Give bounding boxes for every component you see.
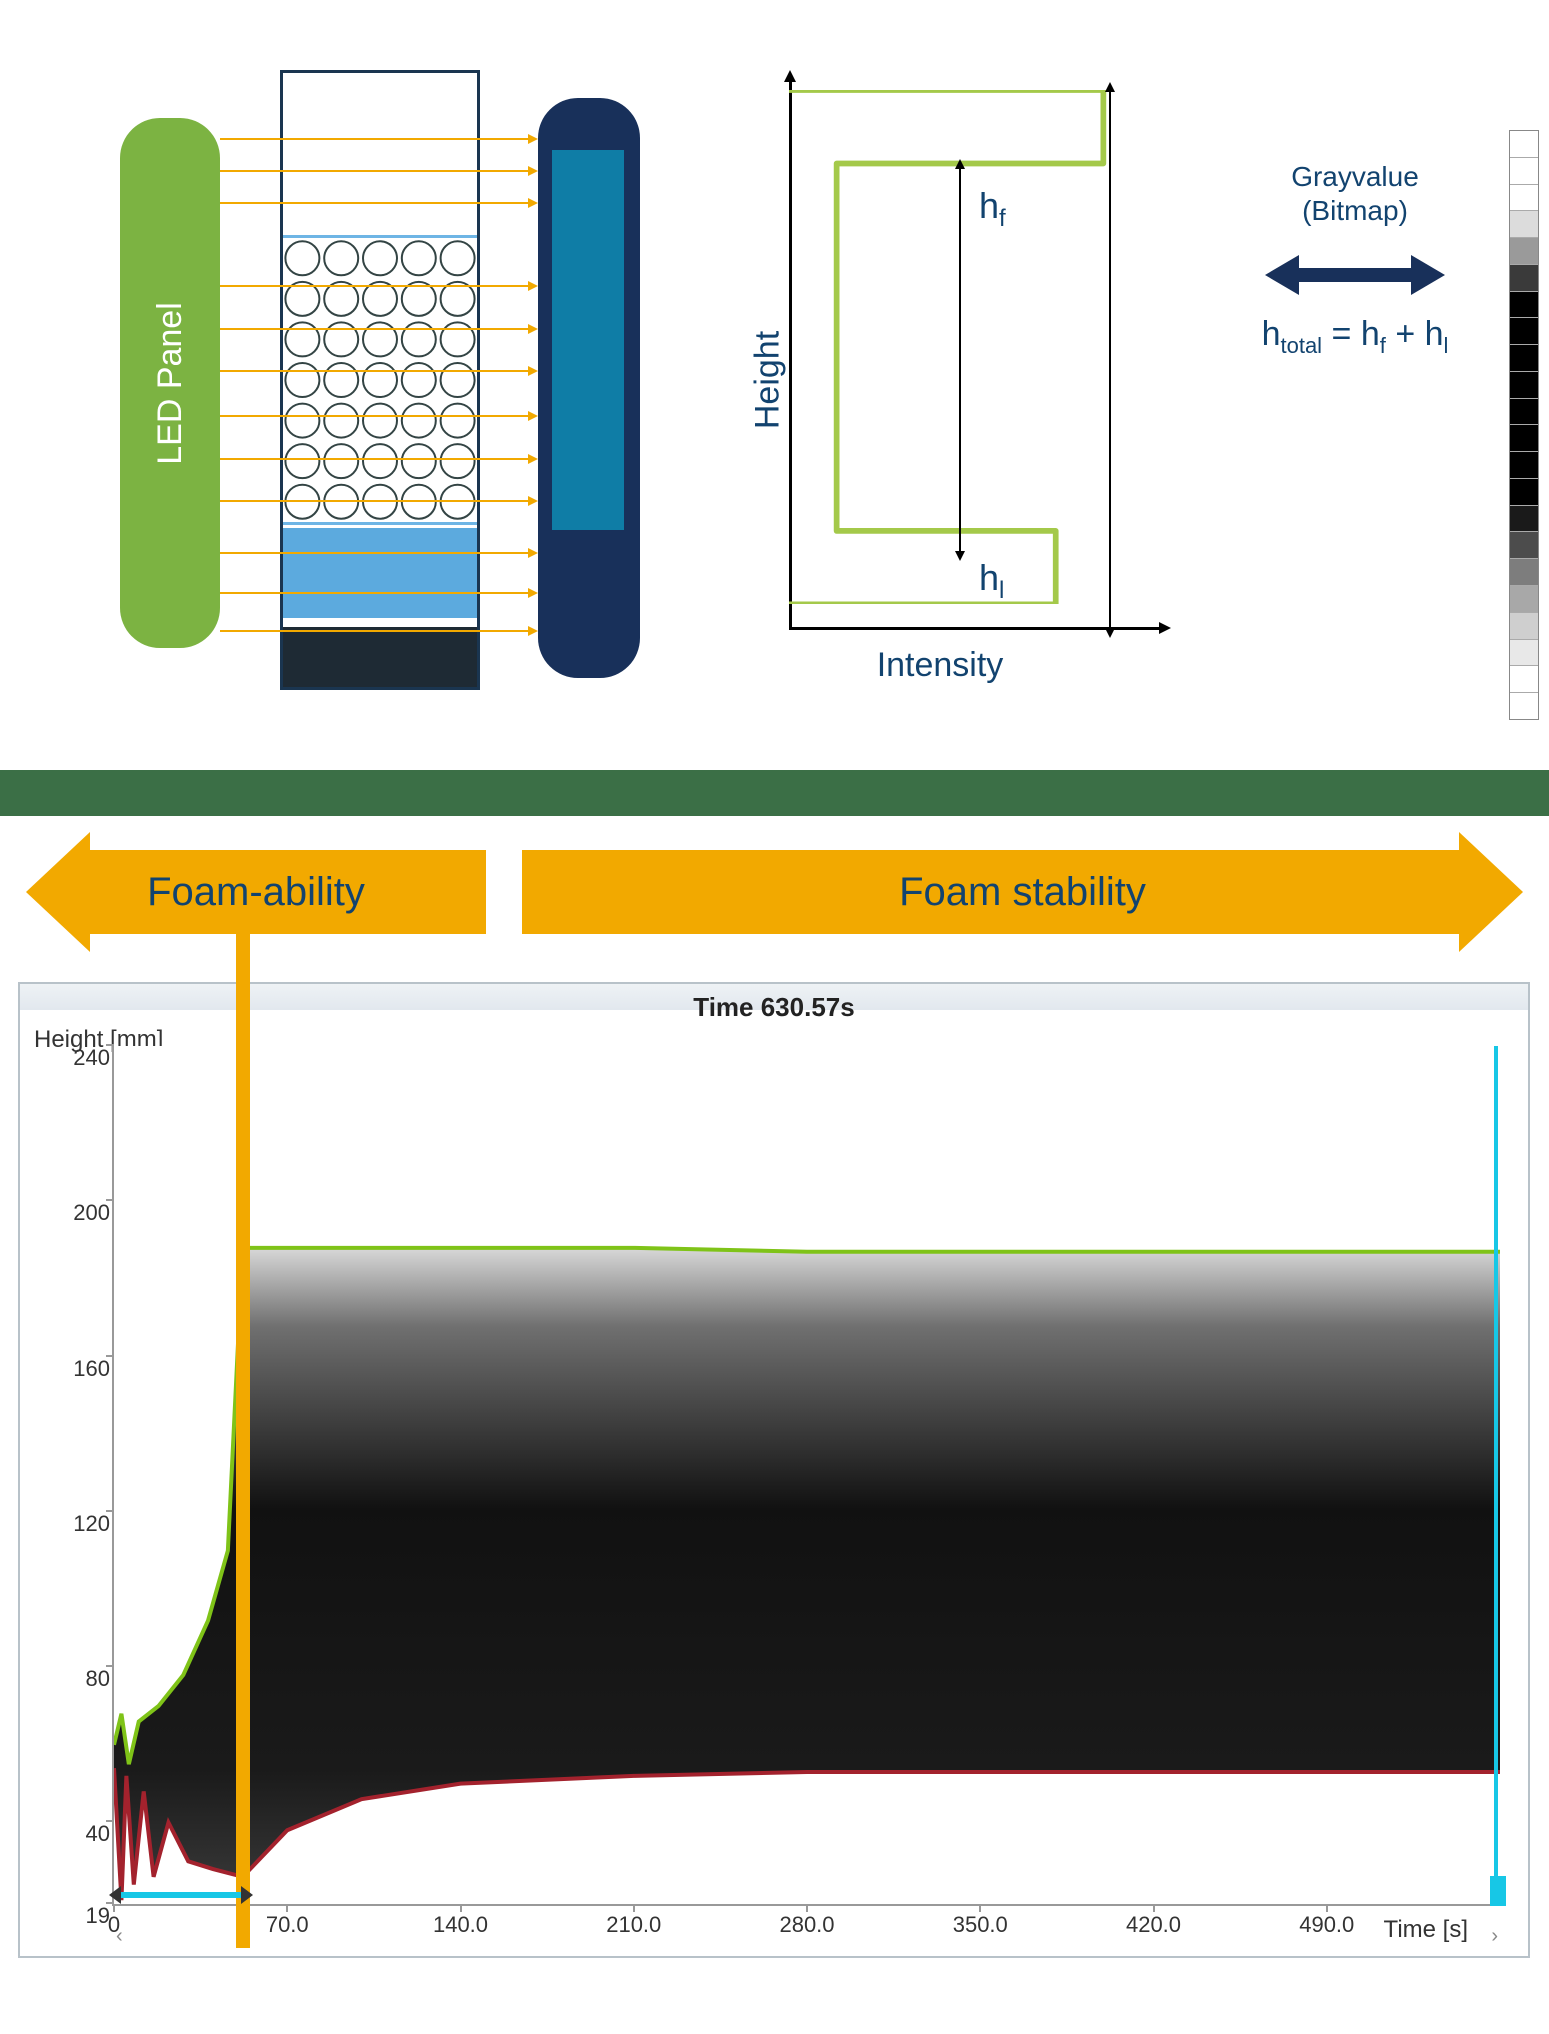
x-tick-label: 350.0	[953, 1912, 1008, 1938]
intensity-profile	[789, 90, 1151, 604]
light-ray	[220, 328, 538, 330]
light-ray	[220, 138, 538, 140]
bitmap-cell	[1510, 345, 1538, 372]
bitmap-cell	[1510, 479, 1538, 506]
light-ray	[220, 500, 538, 502]
liquid-zone	[283, 528, 477, 618]
foamability-label: Foam-ability	[147, 870, 365, 915]
bitmap-cell	[1510, 238, 1538, 265]
detector-inner	[552, 150, 624, 530]
bitmap-cell	[1510, 613, 1538, 640]
apparatus-diagram: LED Panel Photo detector	[120, 70, 659, 690]
foam-column	[280, 70, 480, 690]
range-slider[interactable]	[119, 1892, 243, 1898]
y-tick-label: 80	[40, 1666, 110, 1692]
hplot-ylabel: Height	[749, 331, 788, 429]
htotal-equation: htotal = hf + hl	[1201, 315, 1509, 359]
light-ray	[220, 415, 538, 417]
light-ray	[220, 170, 538, 172]
y-tick-label: 120	[40, 1511, 110, 1537]
phase-banner: Foam-ability Foam stability	[0, 832, 1549, 952]
hplot-xlabel: Intensity	[709, 646, 1171, 685]
grayvalue-title-l2: (Bitmap)	[1201, 194, 1509, 228]
foam-height-chart: Time 630.57s Height [mm] Time [s]	[18, 982, 1530, 1958]
bitmap-cell	[1510, 693, 1538, 719]
bitmap-cell	[1510, 452, 1538, 479]
scroll-right-icon[interactable]: ›	[1491, 1925, 1498, 1948]
double-arrow-icon	[1265, 255, 1445, 295]
x-tick-label: 420.0	[1126, 1912, 1181, 1938]
hf-label: hf	[979, 185, 1006, 227]
y-tick-label: 160	[40, 1356, 110, 1382]
bitmap-cell	[1510, 265, 1538, 292]
base-zone	[283, 627, 477, 687]
bitmap-cell	[1510, 131, 1538, 158]
foamability-arrow: Foam-ability	[26, 832, 486, 952]
light-ray	[220, 458, 538, 460]
time-cursor[interactable]	[1494, 1046, 1498, 1904]
scroll-left-icon[interactable]: ‹	[116, 1925, 123, 1948]
grayvalue-title: Grayvalue (Bitmap)	[1201, 160, 1509, 227]
light-ray	[220, 552, 538, 554]
foam-zone	[283, 235, 477, 525]
light-ray	[220, 370, 538, 372]
bitmap-cell	[1510, 318, 1538, 345]
plot-svg	[114, 1046, 1500, 1904]
bitmap-cell	[1510, 158, 1538, 185]
air-zone	[283, 73, 477, 233]
foam-bubbles	[283, 238, 477, 522]
led-panel-label: LED Panel	[151, 302, 190, 465]
bitmap-cell	[1510, 640, 1538, 667]
x-tick-label: 70.0	[266, 1912, 309, 1938]
light-ray	[220, 592, 538, 594]
bitmap-column	[1509, 130, 1539, 720]
banner-gap	[490, 830, 518, 954]
light-ray	[220, 285, 538, 287]
plot-area[interactable]: 194080120160200240070.0140.0210.0280.035…	[112, 1046, 1500, 1906]
page: LED Panel Photo detector Height Intensit…	[0, 0, 1549, 1958]
x-tick-label: 280.0	[779, 1912, 834, 1938]
x-tick-label: 490.0	[1299, 1912, 1354, 1938]
top-section: LED Panel Photo detector Height Intensit…	[0, 0, 1549, 770]
height-intensity-plot: Height Intensity hf hl	[709, 70, 1171, 690]
x-tick-label: 210.0	[606, 1912, 661, 1938]
bitmap-cell	[1510, 399, 1538, 426]
htotal-dimension	[1109, 90, 1111, 630]
bitmap-cell	[1510, 211, 1538, 238]
time-cursor-handle[interactable]	[1490, 1876, 1506, 1906]
bitmap-cell	[1510, 559, 1538, 586]
hf-dimension	[959, 167, 961, 553]
grayvalue-title-l1: Grayvalue	[1201, 160, 1509, 194]
grayvalue-block: Grayvalue (Bitmap) htotal = hf + hl	[1201, 70, 1509, 730]
bitmap-cell	[1510, 292, 1538, 319]
bitmap-cell	[1510, 425, 1538, 452]
y-tick-label: 40	[40, 1821, 110, 1847]
slider-right-handle[interactable]	[241, 1886, 253, 1904]
bitmap-cell	[1510, 532, 1538, 559]
led-panel: LED Panel	[120, 118, 220, 648]
foam-stability-arrow: Foam stability	[522, 832, 1523, 952]
y-tick-label: 200	[40, 1200, 110, 1226]
bitmap-cell	[1510, 586, 1538, 613]
bitmap-cell	[1510, 372, 1538, 399]
hplot-axes: hf hl	[789, 90, 1151, 630]
foam-stability-label: Foam stability	[899, 870, 1146, 915]
bitmap-cell	[1510, 506, 1538, 533]
hl-label: hl	[979, 557, 1004, 599]
green-divider	[0, 770, 1549, 816]
light-ray	[220, 202, 538, 204]
y-tick-label: 19	[40, 1903, 110, 1929]
bitmap-cell	[1510, 666, 1538, 693]
x-tick-label: 140.0	[433, 1912, 488, 1938]
y-tick-label: 240	[40, 1045, 110, 1071]
chart-xlabel: Time [s]	[1384, 1916, 1468, 1944]
phase-split-line[interactable]	[236, 856, 250, 1948]
light-ray	[220, 630, 538, 632]
bitmap-cell	[1510, 185, 1538, 212]
